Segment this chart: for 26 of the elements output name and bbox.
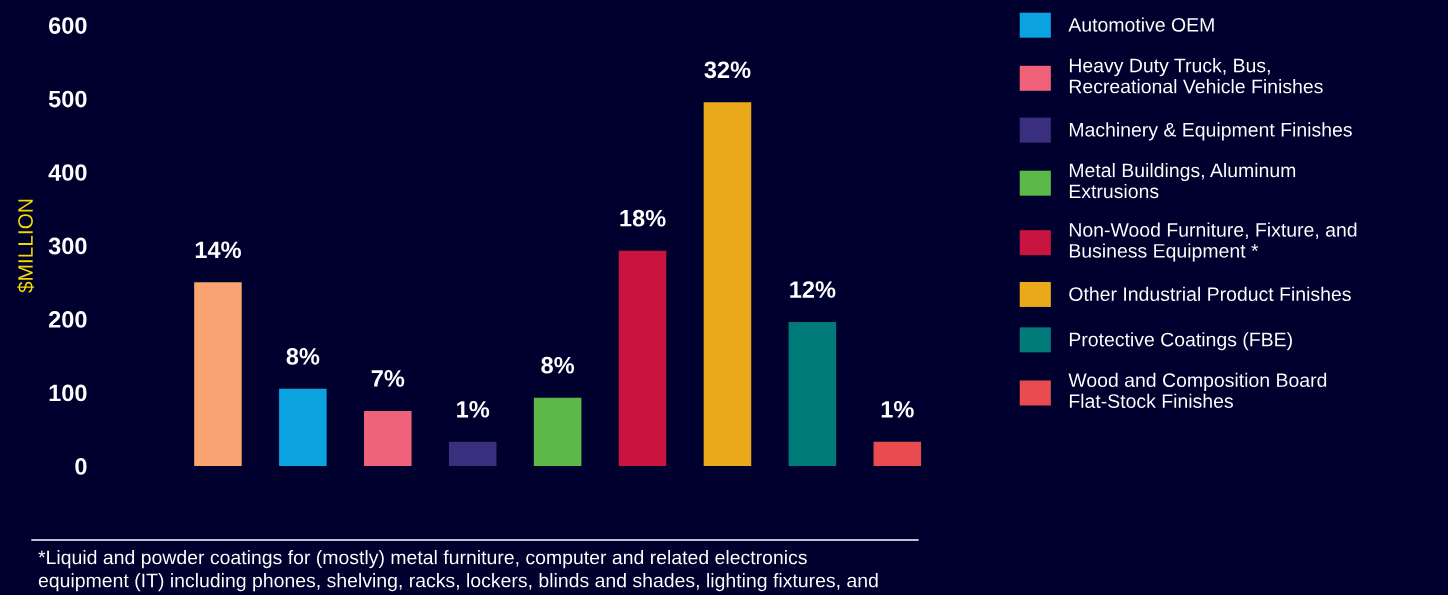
legend-label: Machinery & Equipment Finishes — [1069, 122, 1352, 141]
annotation: 7% — [371, 370, 405, 387]
annotation: 32% — [704, 61, 751, 79]
annotation: 1% — [457, 400, 490, 418]
y-tick-label: 100 — [49, 384, 87, 402]
legend-label: Automotive OEM — [1068, 17, 1214, 32]
y-tick-label: 0 — [75, 458, 87, 475]
y-tick-label: 500 — [48, 90, 87, 108]
annotation: 8% — [541, 356, 575, 374]
annotation: 1% — [881, 400, 914, 418]
y-tick-label: 300 — [48, 237, 87, 255]
text: *Liquid and powder coatings for (mostly) metal furniture, computer and related electronics equipment (IT) including phones, shelving, racks, lockers, blinds and shades, lighting fixtures, and — [38, 550, 878, 592]
legend-label: Non-Wood Furniture, Fixture, and Business Equipment * — [1069, 222, 1357, 262]
legend-label: Wood and Composition Board Flat-Stock Finishes — [1068, 372, 1327, 408]
annotation: 12% — [790, 281, 836, 298]
annotation: 14% — [195, 241, 241, 259]
y-axis-title: $MILLION — [17, 199, 35, 293]
annotation: 8% — [286, 348, 320, 365]
legend-label: Metal Buildings, Aluminum Extrusions — [1069, 162, 1296, 199]
y-tick-label: 400 — [48, 164, 87, 181]
legend-label: Protective Coatings (FBE) — [1069, 332, 1292, 351]
legend-label: Other Industrial Product Finishes — [1069, 286, 1351, 302]
y-tick-label: 600 — [48, 17, 87, 34]
legend-label: Heavy Duty Truck, Bus, Recreational Vehicle Finishes — [1069, 58, 1323, 94]
y-tick-label: 200 — [48, 311, 87, 328]
annotation: 18% — [620, 209, 666, 227]
